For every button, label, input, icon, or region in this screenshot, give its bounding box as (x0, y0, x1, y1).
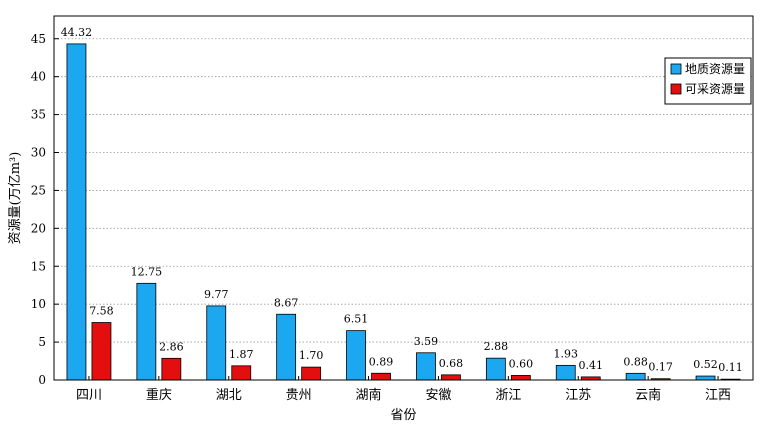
y-tick-label: 40 (31, 70, 46, 84)
bar-geological (695, 375, 716, 381)
bar-geological (625, 372, 646, 381)
x-tick-label: 浙江 (495, 388, 521, 403)
bar-geological (206, 305, 227, 381)
data-label: 1.93 (554, 347, 579, 360)
data-label: 44.32 (61, 26, 93, 39)
data-label: 3.59 (414, 335, 439, 348)
y-tick-label: 45 (31, 32, 46, 46)
bar-geological (485, 357, 506, 381)
x-tick-label: 江苏 (565, 387, 591, 403)
data-label: 8.67 (274, 296, 299, 309)
data-label: 0.89 (369, 355, 394, 368)
grid-lines (54, 38, 753, 343)
data-label: 2.88 (484, 340, 509, 353)
y-tick-label: 25 (31, 183, 46, 197)
data-label: 6.51 (344, 313, 369, 326)
y-tick-label: 5 (38, 335, 46, 349)
bar-geological (136, 282, 157, 381)
legend: 地质资源量 可采资源量 (664, 57, 752, 105)
x-tick-label: 湖北 (216, 388, 242, 403)
y-tick-label: 10 (31, 297, 46, 311)
data-label: 12.75 (131, 265, 163, 278)
x-axis-title: 省份 (390, 408, 416, 423)
y-axis-ticks: 0 5 10 15 20 25 30 35 40 45 (31, 32, 59, 387)
data-label: 7.58 (89, 305, 114, 318)
data-label: 2.86 (159, 340, 184, 353)
x-tick-label: 江西 (705, 388, 731, 403)
data-label: 0.52 (693, 358, 718, 371)
y-tick-label: 35 (31, 108, 46, 122)
legend-label-recoverable: 可采资源量 (685, 82, 745, 96)
data-label: 0.17 (648, 361, 673, 374)
legend-swatch-recoverable (670, 83, 682, 95)
y-tick-label: 20 (31, 221, 46, 235)
y-tick-label: 0 (38, 373, 46, 387)
data-label: 0.68 (439, 357, 464, 370)
bar-recoverable (91, 322, 112, 381)
x-tick-label: 贵州 (286, 388, 312, 403)
y-axis-title: 资源量(万亿m³) (8, 152, 23, 245)
plot-frame (53, 15, 754, 381)
data-label: 1.70 (299, 349, 324, 362)
y-tick-label: 15 (31, 259, 46, 273)
data-label: 0.60 (509, 357, 534, 370)
bar-recoverable (371, 372, 391, 381)
x-tick-label: 安徽 (425, 388, 451, 403)
bars (66, 43, 741, 381)
bar-recoverable (301, 366, 322, 381)
x-tick-label: 湖南 (356, 387, 382, 403)
data-label: 1.87 (229, 348, 254, 361)
bar-recoverable (441, 374, 461, 381)
data-label: 0.11 (718, 361, 743, 374)
data-label: 0.88 (623, 355, 648, 368)
y-tick-label: 30 (31, 146, 46, 160)
bar-geological (416, 352, 436, 381)
bar-geological (66, 43, 87, 381)
x-tick-label: 四川 (76, 388, 102, 403)
bar-recoverable (161, 357, 182, 381)
bar-geological (346, 330, 366, 381)
data-label: 0.41 (579, 359, 604, 372)
x-tick-label: 云南 (635, 387, 661, 403)
x-axis-ticks: 四川 重庆 湖北 贵州 湖南 安徽 浙江 江苏 云南 江西 (76, 376, 731, 403)
bar-recoverable (510, 375, 531, 381)
legend-swatch-geological (670, 63, 682, 75)
data-label: 9.77 (204, 288, 229, 301)
bar-recoverable (231, 365, 252, 381)
x-tick-label: 重庆 (146, 387, 172, 403)
bar-geological (276, 313, 297, 381)
legend-label-geological: 地质资源量 (685, 62, 745, 76)
bar-geological (555, 364, 576, 381)
